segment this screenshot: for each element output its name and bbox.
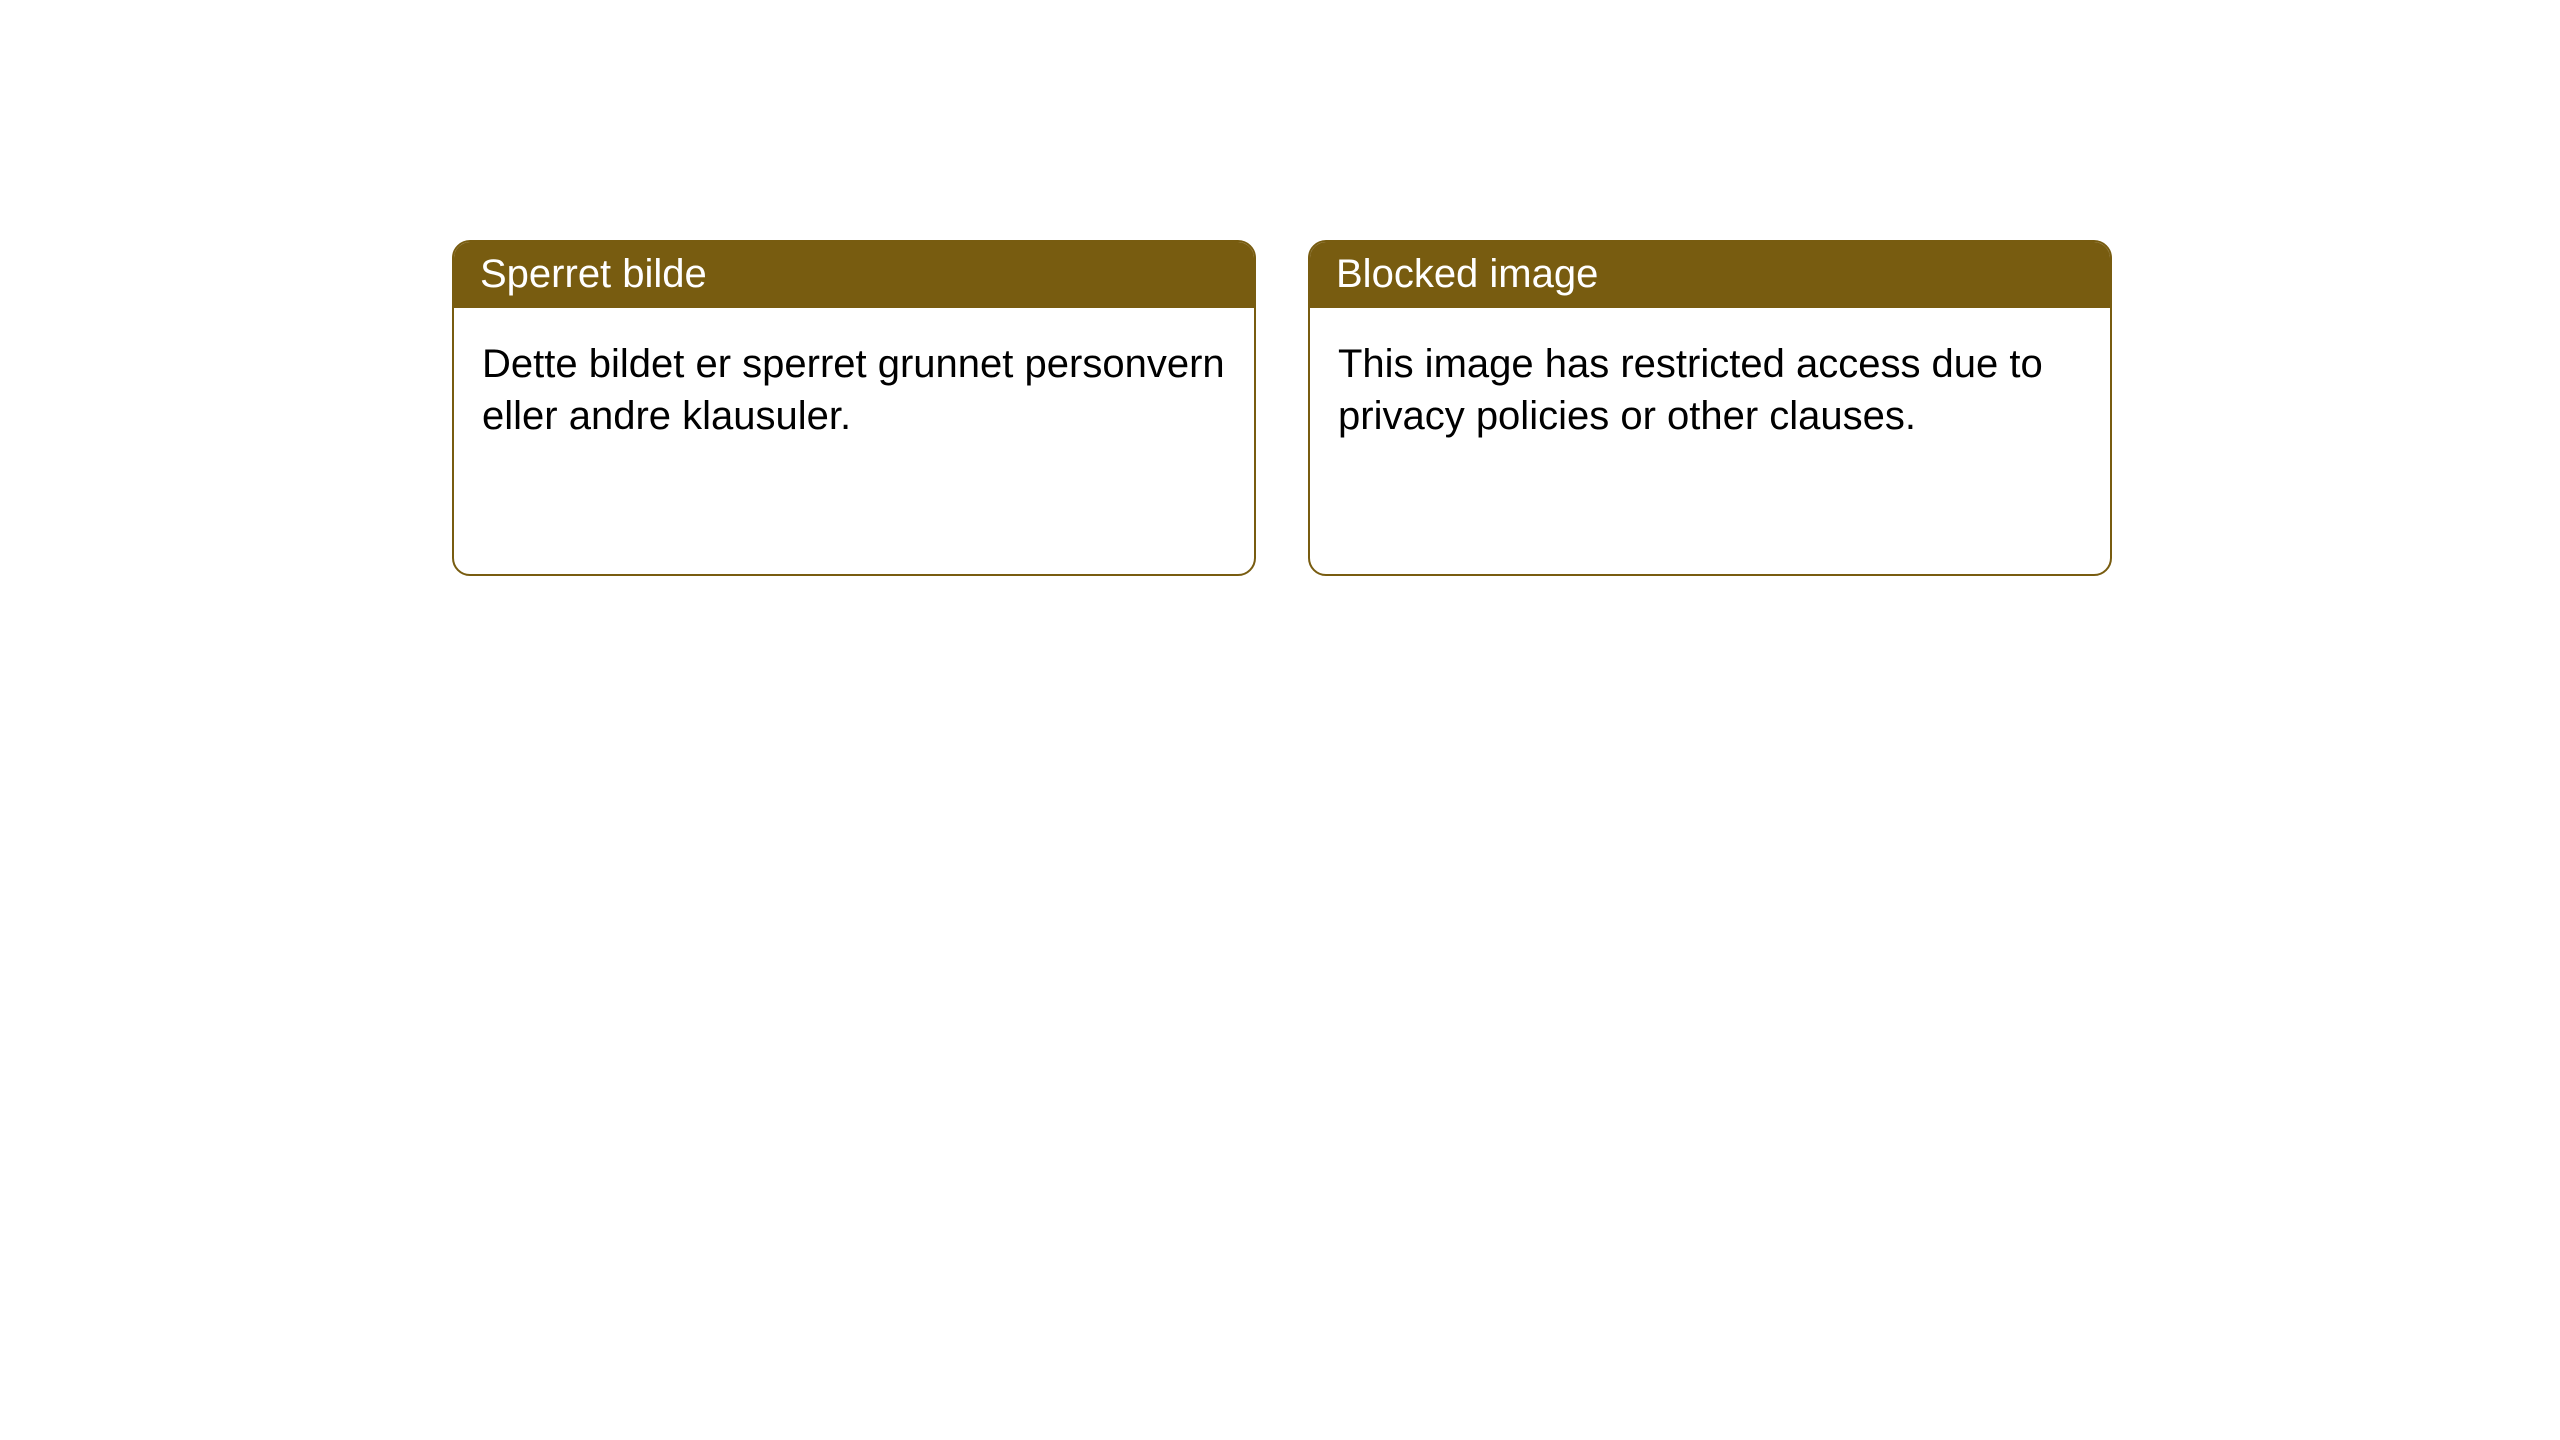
notice-body-no: Dette bildet er sperret grunnet personve… <box>454 308 1254 472</box>
notice-card-no: Sperret bilde Dette bildet er sperret gr… <box>452 240 1256 576</box>
notice-title-en: Blocked image <box>1310 242 2110 308</box>
notice-title-no: Sperret bilde <box>454 242 1254 308</box>
notice-container: Sperret bilde Dette bildet er sperret gr… <box>0 0 2560 576</box>
notice-body-en: This image has restricted access due to … <box>1310 308 2110 472</box>
notice-card-en: Blocked image This image has restricted … <box>1308 240 2112 576</box>
